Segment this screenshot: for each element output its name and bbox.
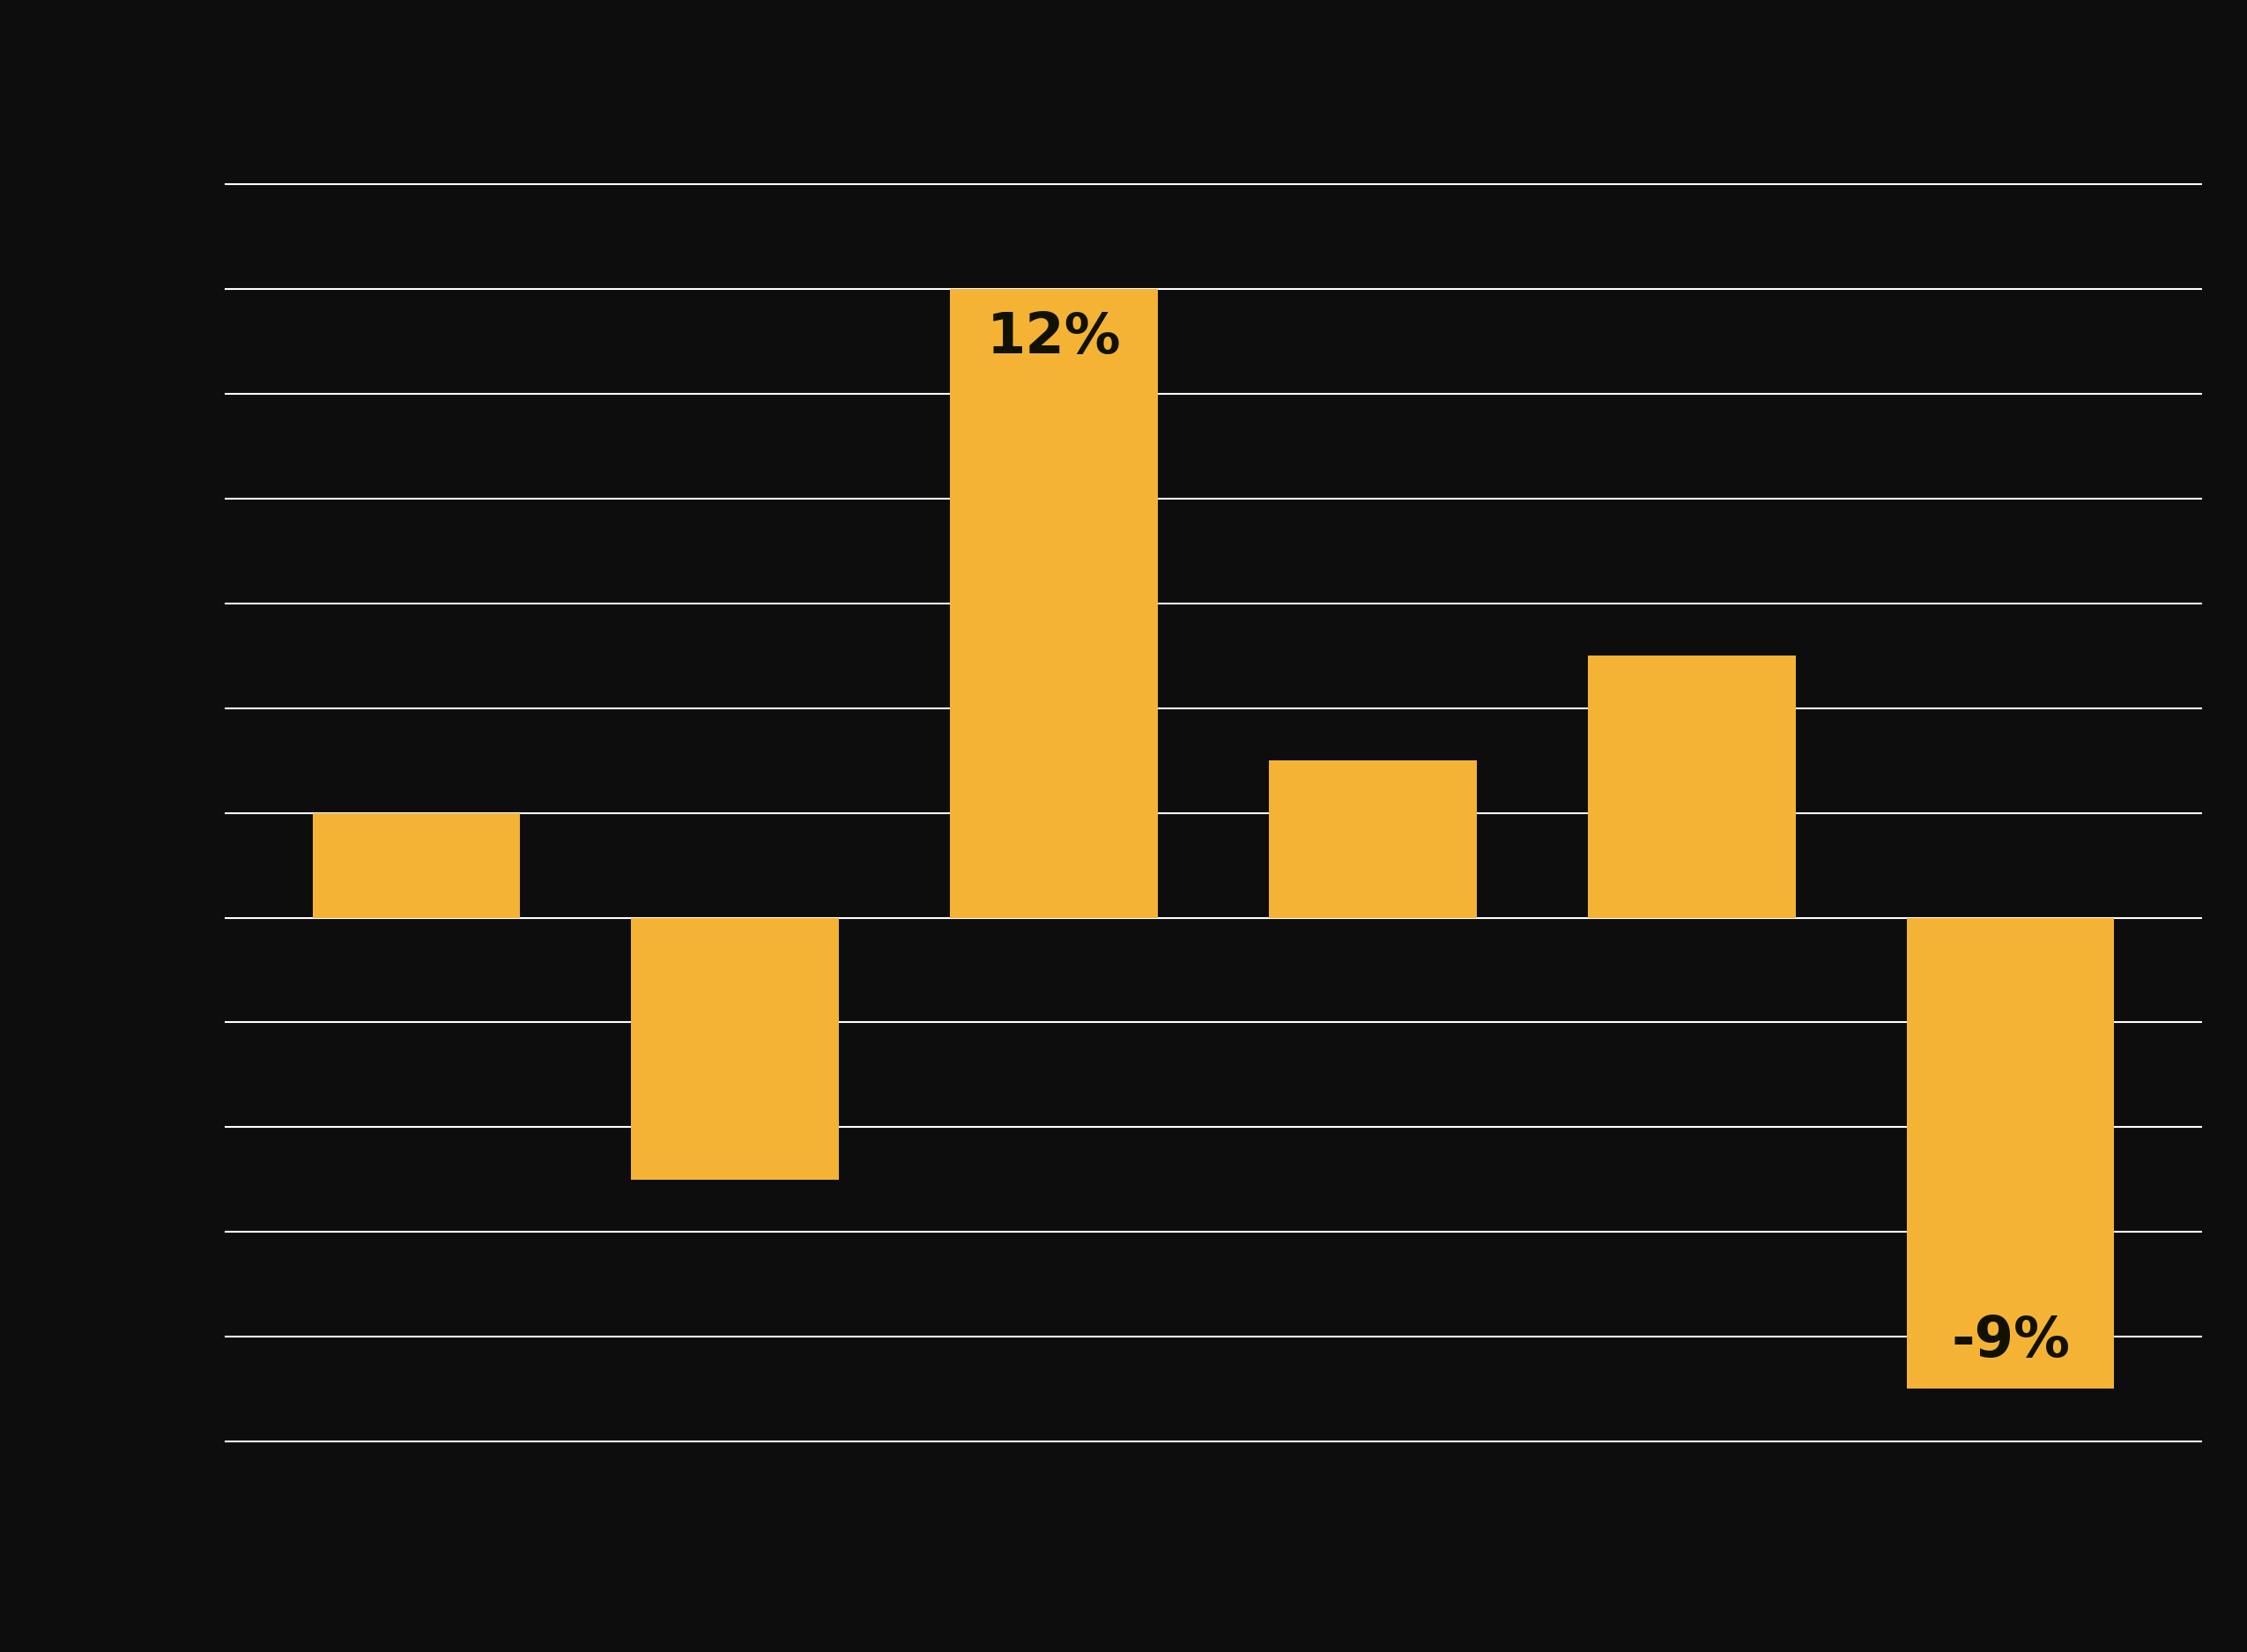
Text: -9%: -9% [1950, 1313, 2069, 1368]
Bar [950, 289, 1157, 917]
Text: 12%: 12% [986, 311, 1121, 365]
Bar [1908, 917, 2114, 1389]
Bar [312, 813, 519, 917]
Bar [631, 917, 838, 1180]
Bar [1589, 656, 1795, 917]
Bar [1270, 760, 1476, 917]
